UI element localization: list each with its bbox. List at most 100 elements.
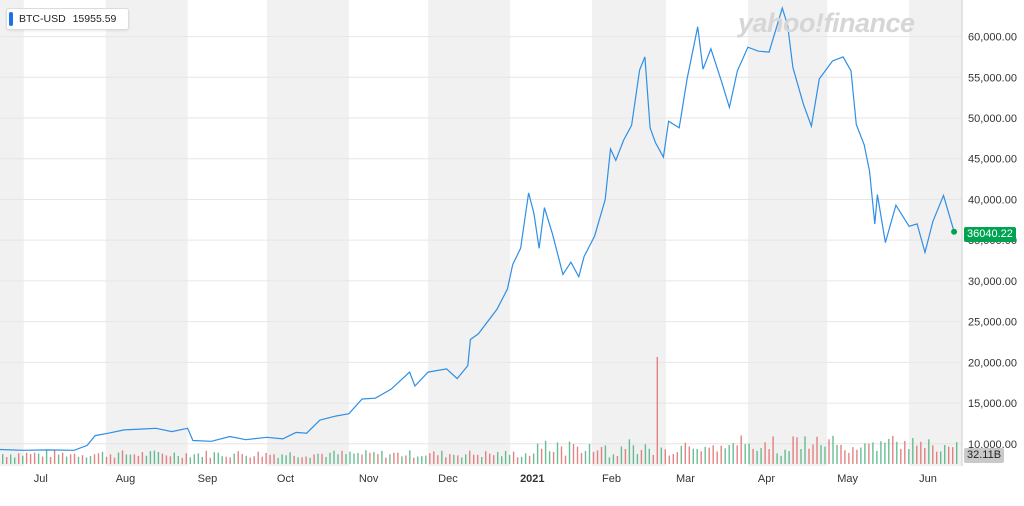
- x-tick-label: Jun: [919, 473, 937, 485]
- volume-bar: [397, 452, 399, 464]
- volume-bar: [704, 446, 706, 464]
- volume-bar: [369, 452, 371, 464]
- volume-bar: [672, 454, 674, 464]
- volume-bar: [708, 447, 710, 464]
- month-band: [428, 0, 511, 466]
- volume-bar: [640, 449, 643, 464]
- volume-bar: [209, 457, 211, 464]
- volume-bar: [361, 454, 363, 464]
- volume-bar: [309, 457, 311, 464]
- volume-bars: [2, 357, 958, 464]
- volume-bar: [648, 448, 650, 464]
- volume-bar: [37, 453, 40, 464]
- volume-bar: [145, 455, 148, 464]
- volume-bar: [229, 457, 231, 464]
- volume-bar: [720, 445, 722, 464]
- legend-symbol: BTC-USD: [19, 13, 66, 25]
- yahoo-finance-logo: yahoo!finance: [738, 8, 915, 38]
- x-tick-label: Oct: [277, 473, 294, 485]
- y-tick-label: 25,000.00: [968, 317, 1017, 329]
- volume-bar: [844, 450, 846, 464]
- volume-bar: [892, 435, 894, 464]
- volume-bar: [269, 454, 271, 464]
- volume-bar: [317, 453, 319, 464]
- volume-bar: [53, 450, 56, 464]
- volume-bar: [636, 454, 639, 464]
- volume-bar: [89, 456, 92, 464]
- volume-bar: [644, 444, 647, 464]
- volume-bar: [409, 450, 411, 464]
- volume-bar: [417, 456, 419, 464]
- volume-bar: [832, 435, 834, 464]
- volume-bar: [349, 451, 351, 464]
- x-tick-label: Sep: [198, 473, 218, 485]
- volume-bar: [81, 455, 84, 464]
- volume-bar: [109, 454, 112, 464]
- volume-bar: [520, 456, 523, 464]
- volume-bar: [213, 452, 215, 464]
- volume-bar: [948, 446, 950, 464]
- volume-bar: [481, 457, 483, 464]
- legend-value: 15955.59: [72, 13, 117, 25]
- volume-bar: [385, 457, 387, 464]
- volume-bar: [421, 456, 423, 464]
- volume-bar: [497, 452, 499, 464]
- volume-bar: [233, 453, 235, 464]
- y-tick-label: 60,000.00: [968, 32, 1017, 44]
- volume-bar: [820, 445, 822, 464]
- last-price-dot: [951, 228, 958, 235]
- volume-bar: [225, 456, 227, 464]
- volume-bar: [632, 445, 635, 464]
- volume-bar: [189, 457, 191, 464]
- volume-bar: [680, 445, 682, 464]
- volume-bar: [6, 457, 8, 464]
- volume-bar: [181, 457, 183, 464]
- volume-bar: [736, 445, 738, 464]
- volume-bar: [485, 451, 487, 464]
- volume-bar: [141, 452, 144, 464]
- volume-bar: [73, 453, 76, 464]
- volume-bar: [161, 453, 164, 464]
- month-band: [592, 0, 666, 466]
- volume-bar: [293, 455, 295, 464]
- volume-bar: [97, 453, 100, 464]
- volume-bar: [588, 444, 591, 464]
- volume-bar: [880, 441, 882, 464]
- volume-bar: [133, 454, 136, 464]
- volume-bar: [748, 443, 750, 464]
- volume-bar: [341, 450, 343, 464]
- volume-bar: [457, 455, 459, 464]
- volume-bar: [712, 445, 714, 464]
- month-bands: [0, 0, 962, 466]
- volume-bar: [29, 454, 32, 464]
- volume-bar: [608, 457, 611, 464]
- y-tick-label: 20,000.00: [968, 357, 1017, 369]
- volume-bar: [205, 450, 207, 464]
- volume-bar: [10, 454, 12, 464]
- volume-bar: [596, 450, 599, 464]
- volume-bar: [329, 452, 331, 464]
- volume-bar: [508, 454, 511, 464]
- volume-bar: [449, 454, 451, 464]
- volume-bar: [285, 455, 287, 464]
- volume-bar: [952, 447, 954, 464]
- volume-bar: [433, 451, 435, 464]
- symbol-legend[interactable]: BTC-USD 15955.59: [6, 8, 130, 30]
- volume-bar: [812, 444, 814, 464]
- volume-bar: [916, 445, 918, 464]
- volume-bar: [684, 442, 686, 464]
- volume-bar: [157, 452, 160, 464]
- volume-bar: [77, 456, 80, 464]
- volume-bar: [201, 457, 203, 464]
- volume-bar: [501, 456, 503, 464]
- volume-bar: [365, 450, 367, 464]
- volume-bar: [908, 449, 910, 464]
- volume-bar: [149, 451, 152, 464]
- volume-bar: [544, 440, 547, 464]
- y-tick-label: 50,000.00: [968, 113, 1017, 125]
- volume-bar: [137, 455, 140, 464]
- volume-bar: [652, 454, 654, 464]
- volume-bar: [469, 450, 471, 464]
- volume-bar: [197, 453, 199, 464]
- volume-bar: [836, 445, 838, 464]
